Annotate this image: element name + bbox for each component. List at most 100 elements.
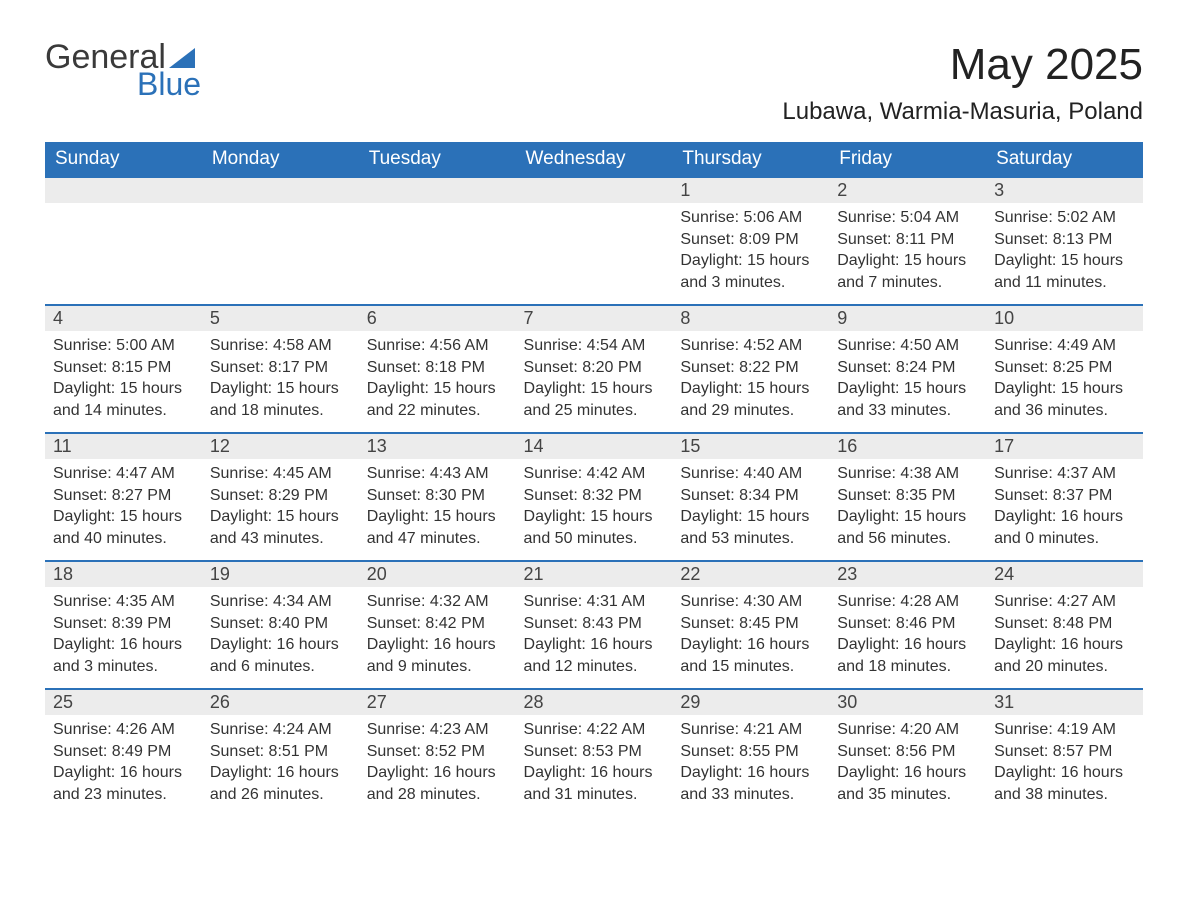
daylight-text: Daylight: 15 hours and 29 minutes. — [680, 378, 821, 421]
sunrise-text: Sunrise: 4:31 AM — [524, 591, 665, 613]
day-content: Sunrise: 4:19 AMSunset: 8:57 PMDaylight:… — [986, 715, 1143, 813]
daylight-text: Daylight: 16 hours and 33 minutes. — [680, 762, 821, 805]
calendar-cell: 6Sunrise: 4:56 AMSunset: 8:18 PMDaylight… — [359, 305, 516, 433]
weekday-header: Sunday — [45, 142, 202, 177]
sunrise-text: Sunrise: 4:22 AM — [524, 719, 665, 741]
calendar-cell: 4Sunrise: 5:00 AMSunset: 8:15 PMDaylight… — [45, 305, 202, 433]
sunrise-text: Sunrise: 4:19 AM — [994, 719, 1135, 741]
sunset-text: Sunset: 8:49 PM — [53, 741, 194, 763]
daylight-text: Daylight: 16 hours and 12 minutes. — [524, 634, 665, 677]
sunset-text: Sunset: 8:30 PM — [367, 485, 508, 507]
calendar-cell — [45, 177, 202, 305]
sunrise-text: Sunrise: 4:37 AM — [994, 463, 1135, 485]
weekday-header: Tuesday — [359, 142, 516, 177]
day-content: Sunrise: 4:40 AMSunset: 8:34 PMDaylight:… — [672, 459, 829, 557]
daylight-text: Daylight: 15 hours and 43 minutes. — [210, 506, 351, 549]
sunrise-text: Sunrise: 4:52 AM — [680, 335, 821, 357]
calendar-cell: 25Sunrise: 4:26 AMSunset: 8:49 PMDayligh… — [45, 689, 202, 817]
day-content: Sunrise: 4:52 AMSunset: 8:22 PMDaylight:… — [672, 331, 829, 429]
sunrise-text: Sunrise: 4:54 AM — [524, 335, 665, 357]
day-number — [516, 178, 673, 203]
weekday-header: Wednesday — [516, 142, 673, 177]
calendar-cell: 28 Sunrise: 4:22 AMSunset: 8:53 PMDayligh… — [516, 689, 673, 817]
day-number: 12 — [202, 434, 359, 459]
day-number: 8 — [672, 306, 829, 331]
day-content: Sunrise: 4:45 AMSunset: 8:29 PMDaylight:… — [202, 459, 359, 557]
daylight-text: Daylight: 16 hours and 38 minutes. — [994, 762, 1135, 805]
daylight-text: Daylight: 16 hours and 31 minutes. — [524, 762, 665, 805]
calendar-cell: 2Sunrise: 5:04 AMSunset: 8:11 PMDaylight… — [829, 177, 986, 305]
day-number: 13 — [359, 434, 516, 459]
sunrise-text: Sunrise: 4:26 AM — [53, 719, 194, 741]
calendar-cell: 29Sunrise: 4:21 AMSunset: 8:55 PMDayligh… — [672, 689, 829, 817]
daylight-text: Daylight: 15 hours and 25 minutes. — [524, 378, 665, 421]
daylight-text: Daylight: 15 hours and 53 minutes. — [680, 506, 821, 549]
sunrise-text: Sunrise: 5:00 AM — [53, 335, 194, 357]
sunset-text: Sunset: 8:25 PM — [994, 357, 1135, 379]
sunset-text: Sunset: 8:53 PM — [524, 741, 665, 763]
day-content: Sunrise: 5:02 AMSunset: 8:13 PMDaylight:… — [986, 203, 1143, 301]
day-content: Sunrise: 4:43 AMSunset: 8:30 PMDaylight:… — [359, 459, 516, 557]
sunset-text: Sunset: 8:27 PM — [53, 485, 194, 507]
sunrise-text: Sunrise: 4:56 AM — [367, 335, 508, 357]
calendar-cell: 27Sunrise: 4:23 AMSunset: 8:52 PMDayligh… — [359, 689, 516, 817]
daylight-text: Daylight: 16 hours and 18 minutes. — [837, 634, 978, 677]
day-number: 7 — [516, 306, 673, 331]
day-content: Sunrise: 4:47 AMSunset: 8:27 PMDaylight:… — [45, 459, 202, 557]
day-number — [359, 178, 516, 203]
sunrise-text: Sunrise: 4:35 AM — [53, 591, 194, 613]
daylight-text: Daylight: 16 hours and 15 minutes. — [680, 634, 821, 677]
day-content: Sunrise: 4:26 AMSunset: 8:49 PMDaylight:… — [45, 715, 202, 813]
day-number: 20 — [359, 562, 516, 587]
day-content: Sunrise: 4:28 AMSunset: 8:46 PMDaylight:… — [829, 587, 986, 685]
daylight-text: Daylight: 15 hours and 36 minutes. — [994, 378, 1135, 421]
daylight-text: Daylight: 16 hours and 3 minutes. — [53, 634, 194, 677]
weekday-header-row: Sunday Monday Tuesday Wednesday Thursday… — [45, 142, 1143, 177]
day-content: Sunrise: 4:30 AMSunset: 8:45 PMDaylight:… — [672, 587, 829, 685]
daylight-text: Daylight: 15 hours and 56 minutes. — [837, 506, 978, 549]
daylight-text: Daylight: 15 hours and 11 minutes. — [994, 250, 1135, 293]
day-content: Sunrise: 5:00 AMSunset: 8:15 PMDaylight:… — [45, 331, 202, 429]
day-number: 1 — [672, 178, 829, 203]
sunrise-text: Sunrise: 4:58 AM — [210, 335, 351, 357]
sunset-text: Sunset: 8:15 PM — [53, 357, 194, 379]
calendar-cell: 12Sunrise: 4:45 AMSunset: 8:29 PMDayligh… — [202, 433, 359, 561]
day-content: Sunrise: 4:56 AMSunset: 8:18 PMDaylight:… — [359, 331, 516, 429]
sunrise-text: Sunrise: 4:28 AM — [837, 591, 978, 613]
day-number: 11 — [45, 434, 202, 459]
sunset-text: Sunset: 8:35 PM — [837, 485, 978, 507]
day-content: Sunrise: 4:21 AMSunset: 8:55 PMDaylight:… — [672, 715, 829, 813]
calendar-week-row: 11Sunrise: 4:47 AMSunset: 8:27 PMDayligh… — [45, 433, 1143, 561]
day-number: 23 — [829, 562, 986, 587]
calendar-cell: 18Sunrise: 4:35 AMSunset: 8:39 PMDayligh… — [45, 561, 202, 689]
sunrise-text: Sunrise: 4:50 AM — [837, 335, 978, 357]
weekday-header: Thursday — [672, 142, 829, 177]
sunset-text: Sunset: 8:55 PM — [680, 741, 821, 763]
calendar-cell: 21Sunrise: 4:31 AMSunset: 8:43 PMDayligh… — [516, 561, 673, 689]
day-number: 3 — [986, 178, 1143, 203]
sunset-text: Sunset: 8:42 PM — [367, 613, 508, 635]
daylight-text: Daylight: 16 hours and 23 minutes. — [53, 762, 194, 805]
day-number: 28 — [516, 690, 673, 715]
sunrise-text: Sunrise: 4:20 AM — [837, 719, 978, 741]
sunset-text: Sunset: 8:39 PM — [53, 613, 194, 635]
calendar-cell — [359, 177, 516, 305]
day-number: 9 — [829, 306, 986, 331]
calendar-cell: 3Sunrise: 5:02 AMSunset: 8:13 PMDaylight… — [986, 177, 1143, 305]
day-content: Sunrise: 4:32 AMSunset: 8:42 PMDaylight:… — [359, 587, 516, 685]
daylight-text: Daylight: 15 hours and 3 minutes. — [680, 250, 821, 293]
day-content: Sunrise: 5:04 AMSunset: 8:11 PMDaylight:… — [829, 203, 986, 301]
day-number: 26 — [202, 690, 359, 715]
day-content: Sunrise: 4:20 AMSunset: 8:56 PMDaylight:… — [829, 715, 986, 813]
sunrise-text: Sunrise: 5:02 AM — [994, 207, 1135, 229]
day-content: Sunrise: 4:24 AMSunset: 8:51 PMDaylight:… — [202, 715, 359, 813]
sunset-text: Sunset: 8:48 PM — [994, 613, 1135, 635]
daylight-text: Daylight: 15 hours and 47 minutes. — [367, 506, 508, 549]
day-content: Sunrise: 4:35 AMSunset: 8:39 PMDaylight:… — [45, 587, 202, 685]
sunrise-text: Sunrise: 4:49 AM — [994, 335, 1135, 357]
day-number: 19 — [202, 562, 359, 587]
day-number — [45, 178, 202, 203]
daylight-text: Daylight: 16 hours and 6 minutes. — [210, 634, 351, 677]
day-number — [202, 178, 359, 203]
day-number: 21 — [516, 562, 673, 587]
